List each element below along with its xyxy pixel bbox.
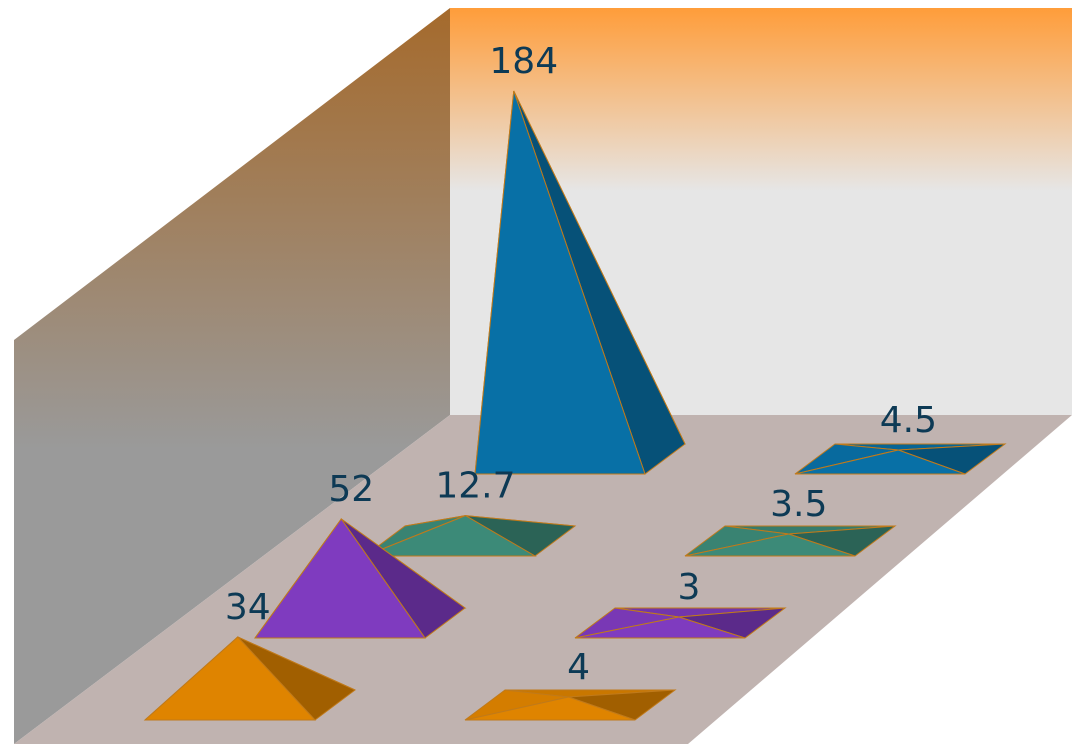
pyramid-front-face xyxy=(464,696,636,721)
pyramid-front-face xyxy=(474,90,646,475)
data-label: 4.5 xyxy=(880,400,937,441)
data-label: 4 xyxy=(567,647,590,688)
pyramid-front-face xyxy=(794,449,966,475)
pyramid-front-face xyxy=(254,518,426,639)
data-label: 184 xyxy=(489,41,558,82)
pyramid-0-0 xyxy=(143,636,356,721)
data-label: 52 xyxy=(328,469,374,510)
pyramid-2-0 xyxy=(364,515,577,557)
chart-data-labels: 184 4.5 12.7 3.5 52 3 34 4 xyxy=(225,41,937,688)
data-label: 3 xyxy=(677,567,700,608)
pyramid-1-0 xyxy=(254,518,467,639)
pyramid-front-face xyxy=(684,533,856,557)
pyramid-front-face xyxy=(574,616,746,639)
chart-marks xyxy=(143,90,1007,721)
data-label: 3.5 xyxy=(770,484,827,525)
pyramid-2-1 xyxy=(684,525,897,557)
pyramid-3-1 xyxy=(794,443,1007,475)
pyramid-1-1 xyxy=(574,607,787,639)
pyramid-front-face xyxy=(143,636,317,721)
side-wall xyxy=(14,8,450,744)
pyramid-front-face xyxy=(364,515,537,557)
data-label: 34 xyxy=(225,587,271,628)
pyramid-0-1 xyxy=(464,689,677,721)
data-label: 12.7 xyxy=(435,466,515,507)
pyramid-3-0 xyxy=(474,90,686,476)
